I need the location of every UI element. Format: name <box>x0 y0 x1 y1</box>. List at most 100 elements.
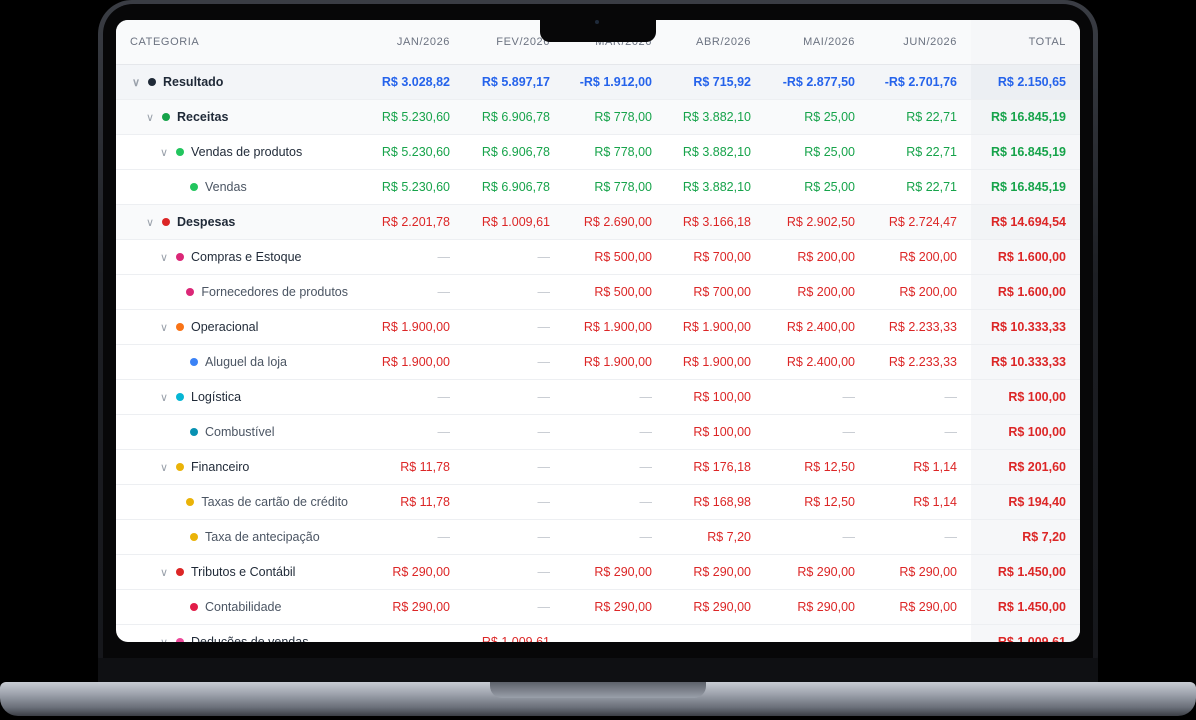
month-value-cell: R$ 5.230,60 <box>362 134 464 170</box>
month-value-cell: — <box>564 449 666 485</box>
category-cell: ∨ Despesas <box>116 204 362 240</box>
table-row[interactable]: ∨ Receitas R$ 5.230,60 R$ 6.906,78 R$ 778,00… <box>116 99 1080 135</box>
chevron-down-icon[interactable]: ∨ <box>159 146 169 159</box>
month-value-cell: R$ 11,78 <box>362 484 464 520</box>
category-cell: Fornecedores de produtos <box>116 274 362 310</box>
total-value-cell: R$ 194,40 <box>971 484 1080 520</box>
month-value-cell: R$ 7,20 <box>666 519 765 555</box>
month-value-cell: — <box>464 589 564 625</box>
category-label: Fornecedores de produtos <box>201 285 348 299</box>
month-value-cell: R$ 1.009,61 <box>464 204 564 240</box>
column-header-month[interactable]: JAN/2026 <box>362 20 464 65</box>
table-row[interactable]: Vendas R$ 5.230,60 R$ 6.906,78 R$ 778,00 R$ … <box>116 169 1080 205</box>
table-row[interactable]: ∨ Financeiro R$ 11,78— — R$ 176,18 R$ 12,50 R$… <box>116 449 1080 485</box>
category-label: Taxas de cartão de crédito <box>201 495 348 509</box>
category-label: Despesas <box>177 215 236 229</box>
category-cell: ∨ Logística <box>116 379 362 415</box>
total-value-cell: R$ 1.600,00 <box>971 274 1080 310</box>
table-row[interactable]: ∨ Logística — — — R$ 100,00— — R$ 100,00 <box>116 379 1080 415</box>
month-value-cell: — <box>362 414 464 450</box>
month-value-cell: — <box>765 414 869 450</box>
chevron-down-icon[interactable]: ∨ <box>131 76 141 89</box>
month-value-cell: — <box>564 624 666 642</box>
category-wrap: Taxas de cartão de crédito <box>172 495 348 509</box>
category-dot-icon <box>162 218 170 226</box>
total-value-cell: R$ 16.845,19 <box>971 99 1080 135</box>
month-value-cell: R$ 778,00 <box>564 134 666 170</box>
column-header-month[interactable]: MAI/2026 <box>765 20 869 65</box>
table-row[interactable]: ∨ Resultado R$ 3.028,82 R$ 5.897,17 -R$ 1.91… <box>116 64 1080 100</box>
chevron-down-icon[interactable]: ∨ <box>159 251 169 264</box>
category-label: Compras e Estoque <box>191 250 302 264</box>
total-value-cell: R$ 201,60 <box>971 449 1080 485</box>
category-dot-icon <box>176 393 184 401</box>
category-dot-icon <box>176 568 184 576</box>
category-wrap: Aluguel da loja <box>172 355 348 369</box>
table-row[interactable]: ∨Deduções de vendas—R$ 1.009,61————R$ 1.… <box>116 624 1080 642</box>
category-label: Logística <box>191 390 242 404</box>
month-value-cell: — <box>464 484 564 520</box>
month-value-cell: — <box>765 624 869 642</box>
month-value-cell: R$ 290,00 <box>869 589 971 625</box>
chevron-down-icon[interactable]: ∨ <box>159 461 169 474</box>
table-row[interactable]: Taxas de cartão de crédito R$ 11,78— — R$ 1… <box>116 484 1080 520</box>
category-cell: ∨ Deduções de vendas <box>116 624 362 642</box>
chevron-down-icon[interactable]: ∨ <box>159 321 169 334</box>
table-row[interactable]: ∨ Despesas R$ 2.201,78 R$ 1.009,61 R$ 2.690,… <box>116 204 1080 240</box>
month-value-cell: — <box>362 274 464 310</box>
category-label: Resultado <box>163 75 224 89</box>
month-value-cell: R$ 290,00 <box>564 589 666 625</box>
category-wrap: Contabilidade <box>172 600 348 614</box>
category-dot-icon <box>162 113 170 121</box>
category-cell: Aluguel da loja <box>116 344 362 380</box>
month-value-cell: R$ 290,00 <box>765 589 869 625</box>
table-row[interactable]: ∨ Compras e Estoque — — R$ 500,00 R$ 700,00 R$… <box>116 239 1080 275</box>
table-row[interactable]: Contabilidade R$ 290,00— R$ 290,00 R$ 290,0… <box>116 589 1080 625</box>
chevron-down-icon[interactable]: ∨ <box>159 391 169 404</box>
table-row[interactable]: Aluguel da loja R$ 1.900,00— R$ 1.900,00 R$… <box>116 344 1080 380</box>
category-wrap: ∨ Vendas de produtos <box>158 145 348 159</box>
category-label: Aluguel da loja <box>205 355 288 369</box>
category-wrap: ∨ Deduções de vendas <box>158 635 348 642</box>
month-value-cell: R$ 1.900,00 <box>564 309 666 345</box>
column-header-month[interactable]: JUN/2026 <box>869 20 971 65</box>
month-value-cell: R$ 1.900,00 <box>362 309 464 345</box>
month-value-cell: — <box>362 624 464 642</box>
month-value-cell: -R$ 2.877,50 <box>765 64 869 100</box>
column-header-category[interactable]: CATEGORIA <box>116 20 362 65</box>
month-value-cell: R$ 715,92 <box>666 64 765 100</box>
chevron-down-icon[interactable]: ∨ <box>145 111 155 124</box>
chevron-down-icon[interactable]: ∨ <box>158 636 170 643</box>
chevron-down-icon[interactable]: ∨ <box>145 216 155 229</box>
total-value-cell: R$ 100,00 <box>971 414 1080 450</box>
table-row[interactable]: ∨ Vendas de produtos R$ 5.230,60 R$ 6.906,7… <box>116 134 1080 170</box>
month-value-cell: — <box>362 379 464 415</box>
column-header-month[interactable]: ABR/2026 <box>666 20 765 65</box>
table-row[interactable]: Taxa de antecipação — — — R$ 7,20— — R$ 7,20 <box>116 519 1080 555</box>
category-dot-icon <box>190 358 198 366</box>
table-row[interactable]: ∨ Operacional R$ 1.900,00— R$ 1.900,00 R$ 1.… <box>116 309 1080 345</box>
category-wrap: ∨ Tributos e Contábil <box>158 565 348 579</box>
month-value-cell: R$ 12,50 <box>765 449 869 485</box>
category-dot-icon <box>190 603 198 611</box>
category-cell: ∨ Financeiro <box>116 449 362 485</box>
month-value-cell: R$ 290,00 <box>666 589 765 625</box>
category-label: Operacional <box>191 320 259 334</box>
month-value-cell: R$ 168,98 <box>666 484 765 520</box>
column-header-total[interactable]: TOTAL <box>971 20 1080 65</box>
column-header-month[interactable]: FEV/2026 <box>464 20 564 65</box>
category-cell: Taxa de antecipação <box>116 519 362 555</box>
chevron-down-icon[interactable]: ∨ <box>159 566 169 579</box>
table-row[interactable]: ∨ Tributos e Contábil R$ 290,00— R$ 290,00 R… <box>116 554 1080 590</box>
month-value-cell: — <box>765 519 869 555</box>
table-row[interactable]: Fornecedores de produtos — — R$ 500,00 R$ 70… <box>116 274 1080 310</box>
table-row[interactable]: Combustível — — — R$ 100,00— — R$ 100,00 <box>116 414 1080 450</box>
category-cell: Taxas de cartão de crédito <box>116 484 362 520</box>
month-value-cell: R$ 3.166,18 <box>666 204 765 240</box>
category-wrap: Taxa de antecipação <box>172 530 348 544</box>
month-value-cell: — <box>464 554 564 590</box>
category-label: Combustível <box>205 425 275 439</box>
month-value-cell: — <box>464 519 564 555</box>
month-value-cell: R$ 100,00 <box>666 414 765 450</box>
category-label: Deduções de vendas <box>191 635 309 642</box>
